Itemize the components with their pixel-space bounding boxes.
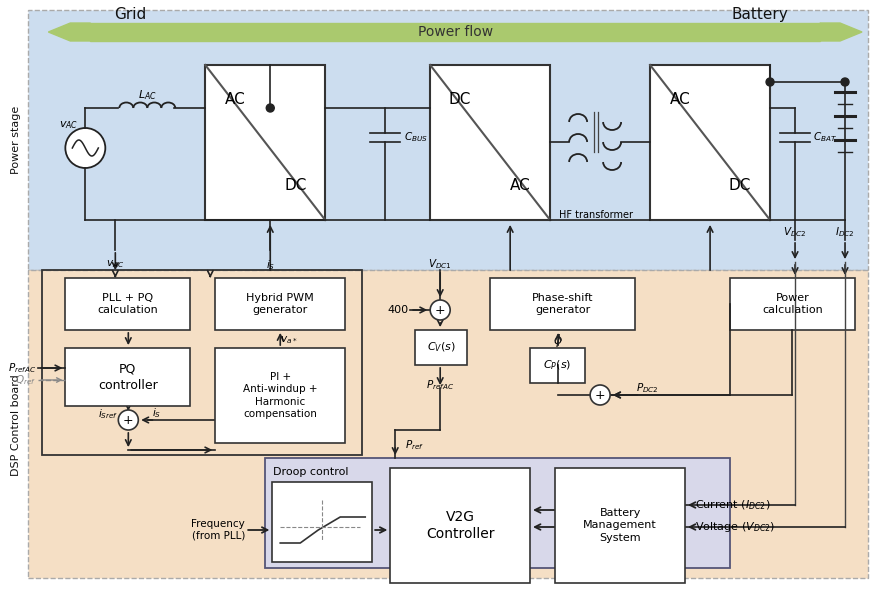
Text: AC: AC [224, 92, 245, 107]
Text: 400: 400 [386, 305, 408, 315]
Text: Power stage: Power stage [12, 106, 21, 174]
Text: PI +
Anti-windup +
Harmonic
compensation: PI + Anti-windup + Harmonic compensation [243, 372, 317, 419]
Circle shape [266, 104, 274, 112]
Text: Frequency
(from PLL): Frequency (from PLL) [191, 519, 245, 541]
Bar [490, 278, 635, 330]
Text: $i_S$: $i_S$ [266, 258, 274, 272]
Text: AC: AC [669, 92, 689, 107]
FancyArrow shape [819, 23, 861, 41]
Bar [730, 278, 854, 330]
Bar [215, 348, 345, 443]
Text: PLL + PQ
calculation: PLL + PQ calculation [97, 293, 158, 315]
Text: Power
calculation: Power calculation [762, 293, 822, 315]
Text: $P_{DC2}$: $P_{DC2}$ [636, 381, 658, 395]
Circle shape [765, 78, 773, 86]
Text: Phase-shift
generator: Phase-shift generator [531, 293, 593, 315]
Text: $V_{DC2}$: $V_{DC2}$ [782, 225, 806, 239]
Bar [42, 270, 362, 455]
Text: $P_{ref}$: $P_{ref}$ [405, 438, 424, 452]
Text: $C_{BAT}$: $C_{BAT}$ [812, 130, 836, 144]
Circle shape [589, 385, 610, 405]
Text: Grid: Grid [114, 6, 147, 22]
Bar [554, 468, 684, 583]
Text: $i_S$: $i_S$ [152, 406, 162, 420]
Text: $C_P(s)$: $C_P(s)$ [543, 359, 571, 372]
Text: +: + [122, 413, 133, 426]
Text: $v_{a*}$: $v_{a*}$ [280, 334, 298, 346]
Circle shape [118, 410, 139, 430]
Text: $v_{AC}$: $v_{AC}$ [106, 258, 124, 270]
FancyArrow shape [48, 23, 90, 41]
Text: PQ
controller: PQ controller [97, 362, 157, 392]
Bar [649, 65, 769, 220]
Text: $v_{AC}$: $v_{AC}$ [59, 119, 78, 131]
Text: DC: DC [283, 178, 306, 193]
Text: DSP Control board: DSP Control board [12, 374, 21, 476]
Bar [265, 458, 730, 568]
Text: +: + [595, 389, 604, 402]
Text: HF transformer: HF transformer [559, 210, 632, 220]
Bar [215, 278, 345, 330]
Bar [272, 482, 372, 562]
Bar [65, 278, 190, 330]
Text: DC: DC [728, 178, 750, 193]
Bar [90, 23, 819, 41]
Bar [65, 348, 190, 406]
Text: Battery: Battery [731, 6, 788, 22]
Bar [29, 270, 867, 578]
Bar [415, 330, 467, 365]
Text: $\phi$: $\phi$ [552, 332, 562, 349]
Bar [29, 10, 867, 270]
Text: Power flow: Power flow [417, 25, 493, 39]
Circle shape [840, 78, 848, 86]
Bar [430, 65, 550, 220]
Bar [205, 65, 325, 220]
Text: $i_{Sref}$: $i_{Sref}$ [97, 407, 118, 421]
Text: Droop control: Droop control [273, 467, 349, 477]
Text: $C_V(s)$: $C_V(s)$ [426, 340, 455, 355]
Text: Battery
Management
System: Battery Management System [583, 508, 656, 543]
Text: +: + [434, 303, 445, 316]
Bar [390, 468, 529, 583]
Text: $I_{DC2}$: $I_{DC2}$ [834, 225, 854, 239]
Circle shape [430, 300, 450, 320]
Bar [529, 348, 585, 383]
Text: V2G
Controller: V2G Controller [426, 510, 493, 541]
Text: $P_{refAC}$: $P_{refAC}$ [426, 378, 454, 392]
Text: Voltage ($V_{DC2}$): Voltage ($V_{DC2}$) [695, 520, 774, 534]
Text: $Q_{ref}$: $Q_{ref}$ [15, 373, 37, 387]
Text: $V_{DC1}$: $V_{DC1}$ [428, 257, 451, 271]
Text: DC: DC [449, 92, 471, 107]
Text: Current ($I_{DC2}$): Current ($I_{DC2}$) [695, 498, 770, 512]
Text: $L_{AC}$: $L_{AC}$ [138, 88, 156, 102]
Text: Hybrid PWM
generator: Hybrid PWM generator [246, 293, 314, 315]
Text: $P_{refAC}$: $P_{refAC}$ [8, 361, 37, 375]
Text: AC: AC [510, 178, 530, 193]
Circle shape [65, 128, 105, 168]
Text: $C_{BUS}$: $C_{BUS}$ [404, 130, 427, 144]
